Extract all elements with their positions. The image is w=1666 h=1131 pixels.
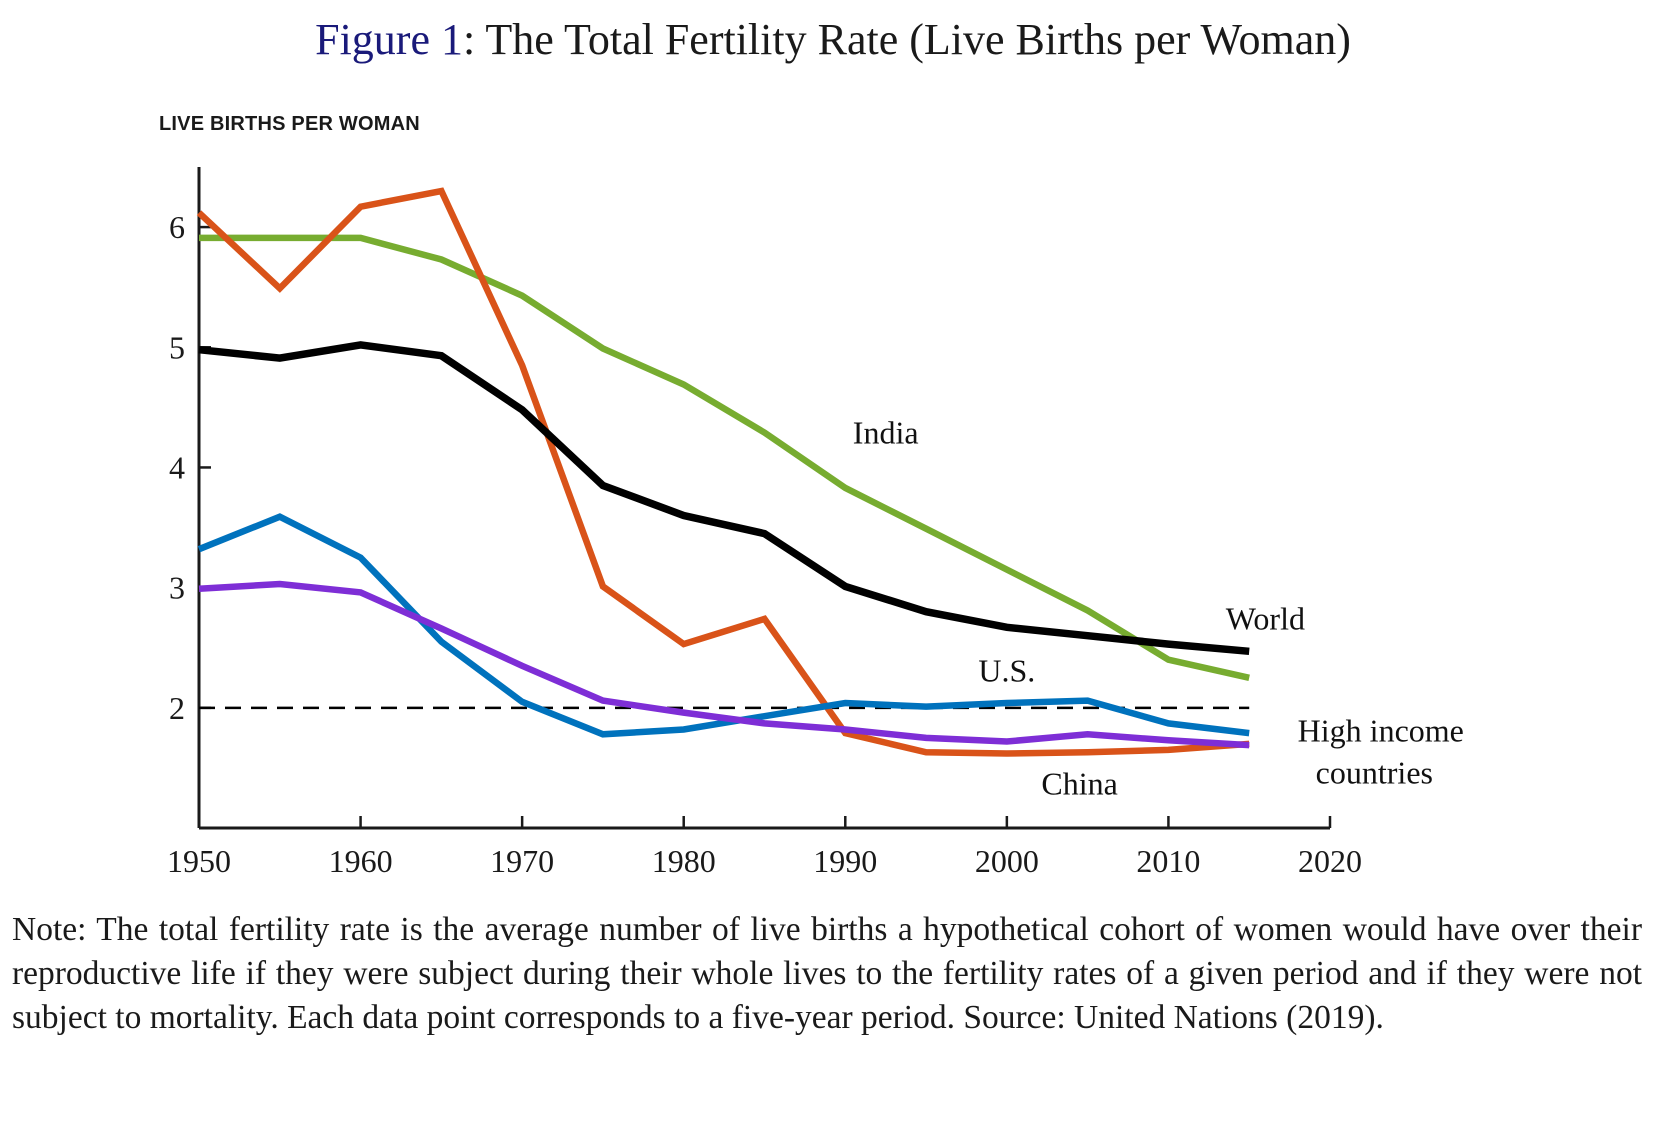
y-tick-label: 2 (169, 690, 185, 726)
title-text: The Total Fertility Rate (Live Births pe… (485, 15, 1351, 64)
x-tick-label: 2010 (1136, 843, 1200, 879)
y-axis-label: LIVE BIRTHS PER WOMAN (159, 113, 420, 135)
series-label-world: World (1226, 601, 1305, 637)
series-label-high-income-countries: High income countries (1298, 712, 1464, 790)
title-separator: : (462, 15, 486, 64)
series-label-u-s: U.S. (978, 652, 1035, 688)
series-line-high-income-countries (198, 580, 1250, 749)
figure-number: Figure 1 (315, 15, 463, 64)
series-line-china (196, 187, 1250, 757)
series-line-world (198, 341, 1250, 656)
line-chart: 1950 1960 1970 1980 1990 2000 2010 2020 2 3 4 5 6 In… (167, 167, 1464, 879)
y-tick-label: 6 (169, 209, 185, 245)
series-labels: India China World U.S. High income countries (853, 414, 1464, 801)
x-tick-label: 1950 (167, 843, 231, 879)
axes: 1950 1960 1970 1980 1990 2000 2010 2020 2 3 4 5 6 (167, 167, 1362, 879)
x-tick-label: 2020 (1298, 843, 1362, 879)
x-tick-label: 2000 (975, 843, 1039, 879)
x-tick-label: 1990 (813, 843, 877, 879)
series-label-line: High income (1298, 712, 1464, 748)
series-line-india (199, 234, 1250, 681)
y-tick-label: 4 (169, 449, 185, 485)
series-label-india: India (853, 414, 919, 450)
series-label-china: China (1041, 765, 1117, 801)
series-lines (196, 187, 1250, 757)
y-tick-label: 5 (169, 329, 185, 365)
figure-title: Figure 1: The Total Fertility Rate (Live… (0, 14, 1666, 65)
series-label-line: countries (1316, 754, 1433, 790)
series-line-u-s (197, 513, 1250, 738)
y-tick-label: 3 (169, 570, 185, 606)
figure-note: Note: The total fertility rate is the av… (12, 911, 1642, 1036)
x-tick-label: 1980 (652, 843, 716, 879)
x-tick-label: 1970 (490, 843, 554, 879)
x-tick-label: 1960 (329, 843, 393, 879)
